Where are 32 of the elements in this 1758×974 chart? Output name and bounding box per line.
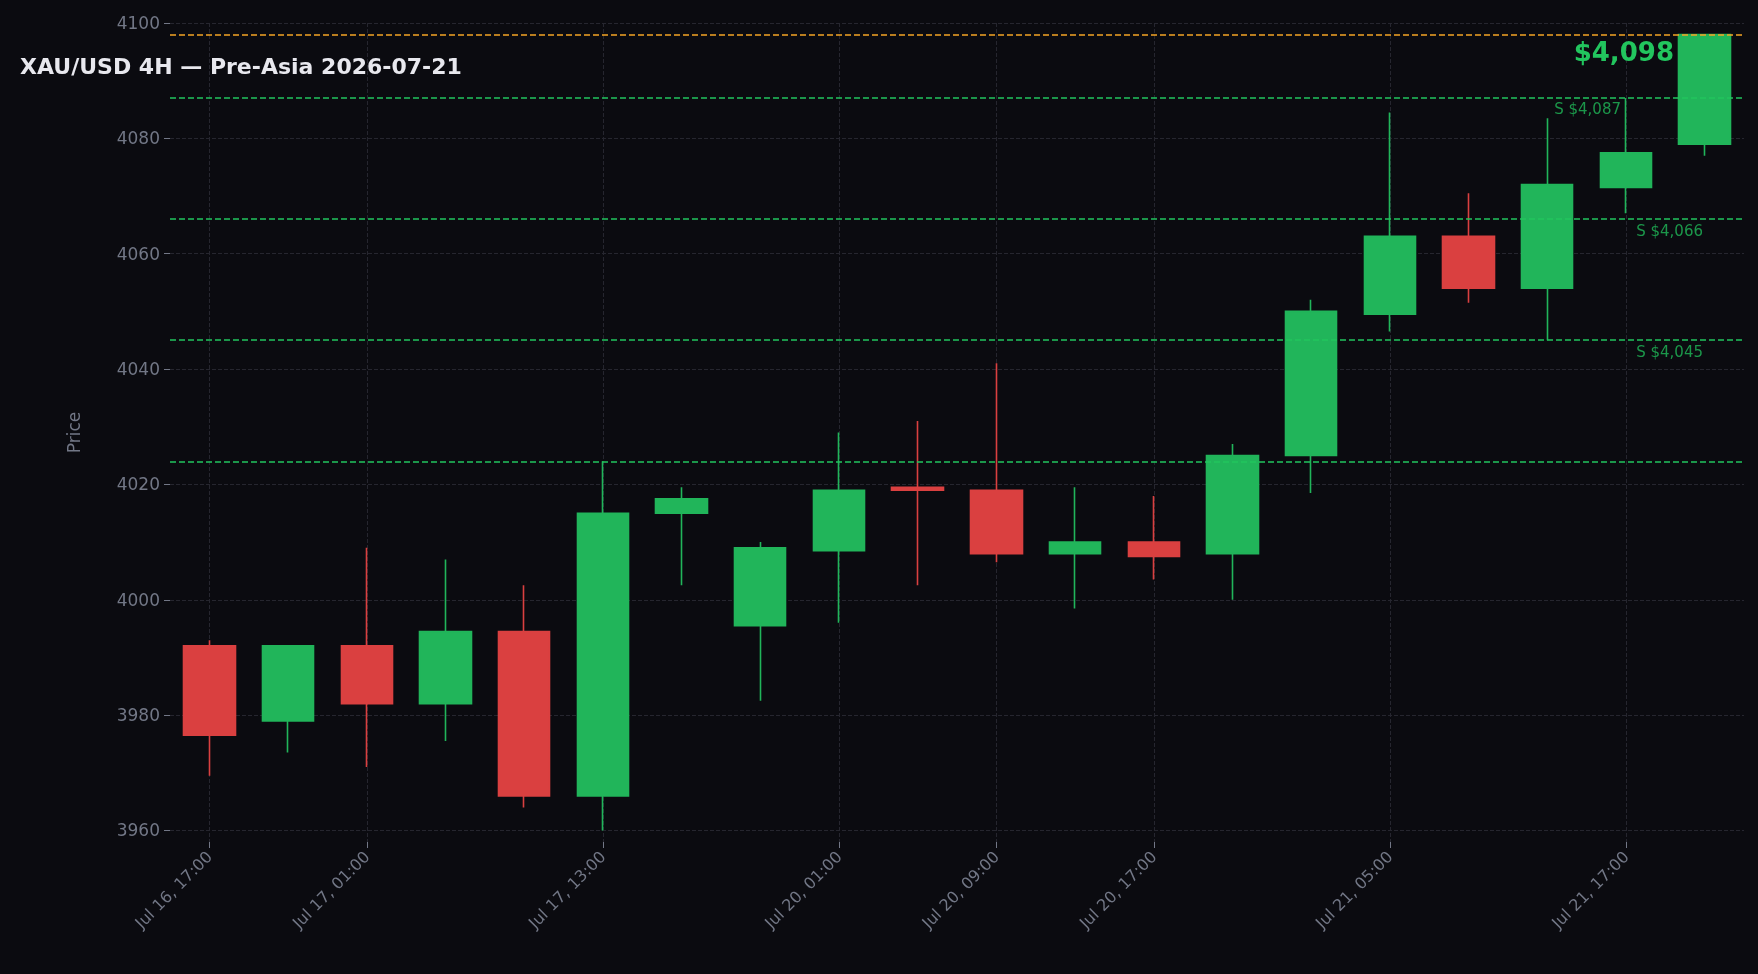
candlestick (1363, 111, 1417, 333)
candlestick (1520, 117, 1574, 342)
candlestick (340, 547, 394, 768)
annotation: $4,098 (1573, 36, 1674, 67)
ref-line-label: S $4,045 (1636, 342, 1703, 361)
candlestick (261, 645, 315, 754)
y-tick-label: 4060 (116, 243, 160, 264)
candlestick (812, 431, 866, 624)
candlestick (1677, 33, 1732, 157)
text: XAU/USD 4H — Pre-Asia 2026-07-21 (20, 53, 462, 79)
y-tick-label: 3960 (116, 820, 160, 841)
y-tick-label: 4080 (116, 128, 160, 149)
ref-line-label: S $4,087 (1554, 100, 1621, 119)
candlestick (1127, 495, 1181, 581)
y-axis-title: Price (63, 411, 84, 454)
candlestick (1284, 299, 1338, 494)
candlestick (733, 541, 787, 702)
candlestick (1441, 192, 1496, 304)
candlestick (182, 639, 237, 777)
candlestick (969, 362, 1024, 564)
candlestick (1048, 486, 1102, 610)
candlestick (890, 420, 945, 587)
candlestick (654, 486, 709, 587)
y-tick-label: 4100 (116, 13, 160, 33)
candlestick (1205, 443, 1260, 601)
candlestick (497, 584, 551, 809)
y-tick-label: 4020 (116, 474, 160, 495)
y-tick-label: 3980 (116, 705, 160, 726)
y-tick-label: 4040 (116, 359, 160, 380)
candlestick (418, 558, 473, 742)
y-tick-label: 4000 (116, 589, 160, 610)
ref-line-label: S $4,066 (1636, 221, 1703, 240)
